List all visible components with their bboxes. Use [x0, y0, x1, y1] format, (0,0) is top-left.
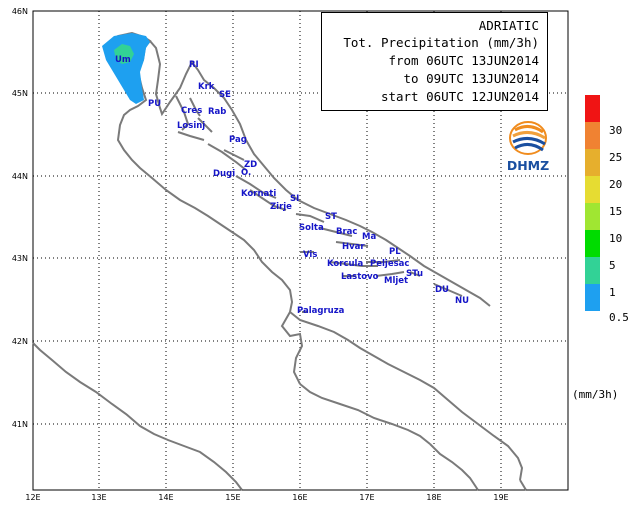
place-label: PU — [148, 99, 161, 109]
title-from: from 06UTC 13JUN2014 — [388, 53, 539, 68]
lon-label: 17E — [359, 493, 374, 502]
lon-label: 12E — [25, 493, 40, 502]
legend-swatch — [585, 122, 600, 149]
legend-unit: (mm/3h) — [572, 388, 619, 401]
place-label: Cres — [181, 106, 202, 116]
legend-swatch — [585, 95, 600, 122]
legend-swatch — [585, 203, 600, 230]
place-label: SE — [219, 90, 231, 100]
place-label: O. — [241, 168, 251, 178]
lat-label: 41N — [12, 420, 28, 429]
legend-label: 30 — [609, 124, 623, 137]
legend-label: 1 — [609, 286, 616, 299]
islands — [175, 95, 463, 313]
legend-label: 5 — [609, 259, 616, 272]
place-label: Brac — [336, 227, 357, 237]
place-label: STu — [406, 269, 423, 279]
coastline-salento — [429, 443, 527, 491]
place-labels: RI Krk SE Um PU Cres Rab Losinj Pag ZD D… — [115, 55, 469, 316]
legend-swatch — [585, 176, 600, 203]
place-label: Peljesac — [370, 259, 409, 269]
place-label: Dugi — [213, 169, 235, 179]
lon-label: 16E — [292, 493, 307, 502]
place-label: SI — [290, 194, 299, 204]
coastline-croatia — [149, 40, 491, 307]
title-variable: Tot. Precipitation (mm/3h) — [343, 35, 539, 50]
place-label: Um — [115, 55, 131, 65]
lon-label: 18E — [426, 493, 441, 502]
lon-axis-labels: 12E 13E 14E 15E 16E 17E 18E 19E — [25, 493, 508, 502]
dhmz-logo-icon — [509, 121, 547, 155]
place-label: Krk — [198, 82, 215, 92]
legend-label: 0.5 — [609, 311, 629, 324]
lon-label: 13E — [91, 493, 106, 502]
place-label: Losinj — [177, 121, 205, 131]
legend-label: 10 — [609, 232, 623, 245]
legend-label: 20 — [609, 178, 623, 191]
place-label: PL — [389, 247, 401, 257]
place-label: Palagruza — [297, 306, 345, 316]
coastline-italy — [107, 31, 524, 481]
place-label: Rab — [208, 107, 226, 117]
place-label: Zirje — [270, 202, 292, 212]
title-to: to 09UTC 13JUN2014 — [403, 71, 539, 86]
lat-label: 42N — [12, 337, 28, 346]
lon-label: 15E — [225, 493, 240, 502]
place-label: Kornati — [241, 189, 276, 199]
place-label: RI — [189, 60, 199, 70]
place-label: NU — [455, 296, 469, 306]
legend-swatch — [585, 149, 600, 176]
place-label: Lastovo — [341, 272, 379, 282]
legend-swatch — [585, 230, 600, 257]
logo-text: DHMZ — [506, 158, 550, 173]
place-label: ZD — [244, 160, 257, 170]
lon-label: 14E — [158, 493, 173, 502]
legend-label: 15 — [609, 205, 623, 218]
place-label: ST — [325, 212, 337, 222]
dhmz-logo: DHMZ — [503, 118, 553, 180]
lat-label: 45N — [12, 89, 28, 98]
lat-label: 44N — [12, 172, 28, 181]
place-label: Hvar — [342, 242, 365, 252]
legend-swatch — [585, 284, 600, 311]
lat-label: 43N — [12, 254, 28, 263]
place-label: Mljet — [384, 276, 408, 286]
legend-swatch — [585, 257, 600, 284]
place-label: Solta — [299, 223, 324, 233]
coastline-italy-south — [32, 342, 243, 491]
place-label: Ma — [362, 232, 376, 242]
precip-area-light — [102, 33, 150, 104]
precip-area-moderate — [114, 44, 134, 64]
legend-label: 25 — [609, 151, 623, 164]
lat-axis-labels: 46N 45N 44N 43N 42N 41N — [12, 7, 28, 429]
place-label: DU — [435, 285, 449, 295]
title-region: ADRIATIC — [478, 18, 539, 33]
lat-label: 46N — [12, 7, 28, 16]
place-label: Vis — [303, 250, 317, 260]
coastline-puglia — [299, 383, 431, 445]
place-label: Pag — [229, 135, 247, 145]
title-start: start 06UTC 12JUN2014 — [380, 89, 539, 104]
coastline-gargano — [280, 311, 304, 385]
place-label: Korcula — [327, 259, 363, 269]
lon-label: 19E — [493, 493, 508, 502]
title-block: ADRIATIC Tot. Precipitation (mm/3h) from… — [321, 12, 548, 111]
